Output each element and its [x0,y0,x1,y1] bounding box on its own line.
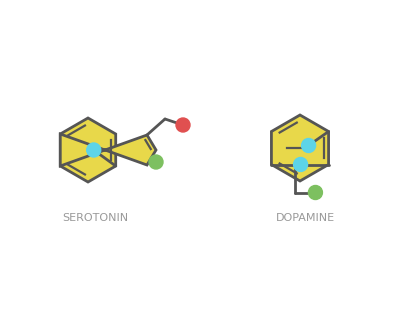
Text: SEROTONIN: SEROTONIN [62,213,128,223]
Circle shape [301,139,316,153]
Circle shape [149,155,163,169]
Polygon shape [60,134,156,166]
Polygon shape [60,118,116,182]
Circle shape [87,143,101,157]
Text: DOPAMINE: DOPAMINE [275,213,335,223]
Polygon shape [272,115,328,181]
Circle shape [308,186,322,199]
Circle shape [294,157,308,172]
Circle shape [176,118,190,132]
